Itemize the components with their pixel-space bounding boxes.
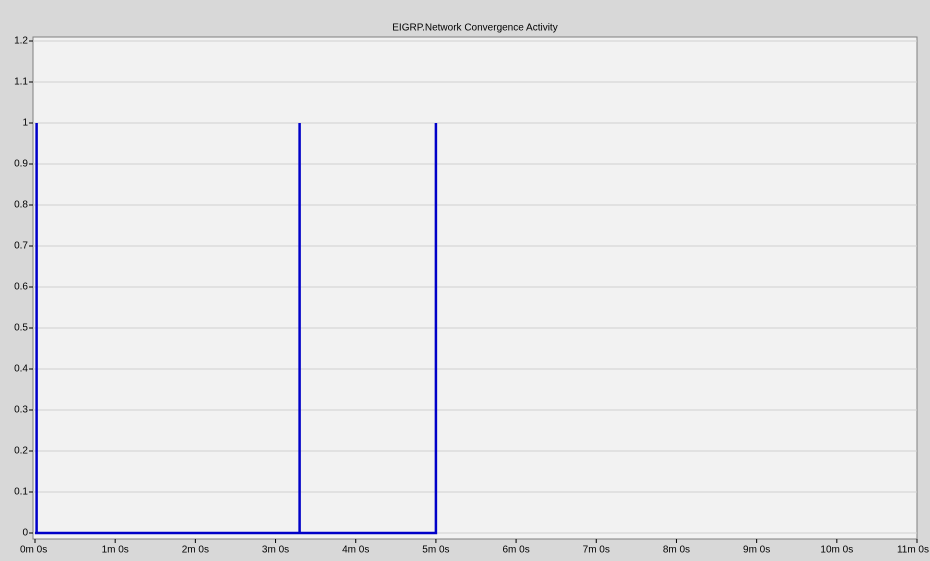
x-tick-label: 6m 0s: [502, 545, 529, 556]
y-tick-label: 0.7: [14, 241, 28, 252]
y-tick-label: 1.2: [14, 36, 28, 47]
x-tick-label: 3m 0s: [262, 545, 289, 556]
y-tick-label: 1: [22, 118, 28, 129]
y-tick-label: 0.9: [14, 159, 28, 170]
y-tick-label: 0.5: [14, 323, 28, 334]
x-tick-label: 0m 0s: [20, 545, 47, 556]
x-tick-label: 9m 0s: [743, 545, 770, 556]
x-tick-label: 2m 0s: [182, 545, 209, 556]
y-tick-label: 0: [22, 528, 28, 539]
plot-area: [32, 36, 918, 540]
x-tick-label: 10m 0s: [820, 545, 853, 556]
y-tick-label: 0.1: [14, 487, 28, 498]
x-tick-label: 4m 0s: [342, 545, 369, 556]
y-tick-label: 0.8: [14, 200, 28, 211]
y-tick-label: 0.4: [14, 364, 28, 375]
x-tick-label: 11m 0s: [897, 545, 929, 556]
line-series: [35, 123, 438, 535]
y-tick-label: 0.3: [14, 405, 28, 416]
x-tick-label: 7m 0s: [583, 545, 610, 556]
x-tick-label: 8m 0s: [663, 545, 690, 556]
y-tick-label: 0.2: [14, 446, 28, 457]
y-tick-label: 0.6: [14, 282, 28, 293]
chart-title: EIGRP.Network Convergence Activity: [392, 23, 557, 34]
x-tick-label: 1m 0s: [102, 545, 129, 556]
x-tick-label: 5m 0s: [422, 545, 449, 556]
y-tick-label: 1.1: [14, 77, 28, 88]
